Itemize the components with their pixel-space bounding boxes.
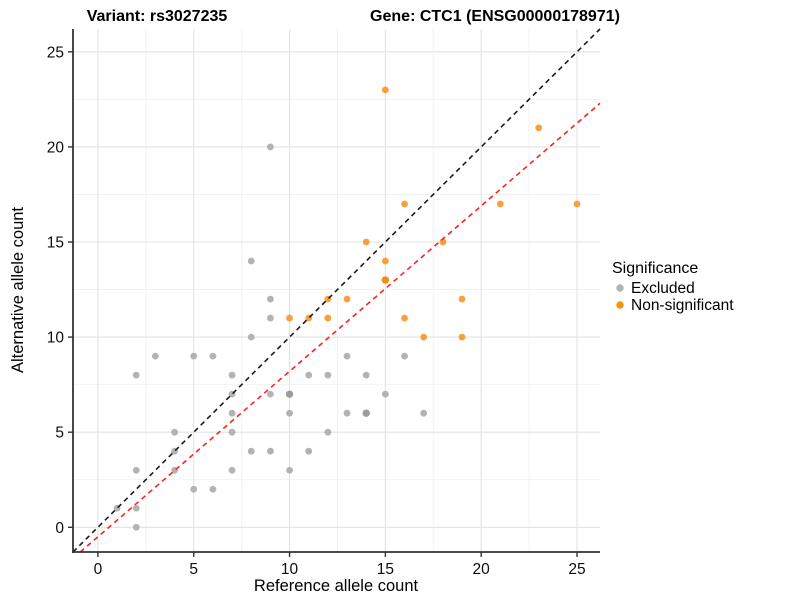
data-point xyxy=(209,352,217,360)
axes xyxy=(72,29,600,553)
data-point xyxy=(132,371,140,379)
data-point xyxy=(286,409,293,417)
data-point xyxy=(228,466,236,474)
legend-key-nonsignificant-icon xyxy=(616,301,624,309)
data-point xyxy=(324,428,332,436)
data-point xyxy=(343,295,351,303)
x-tick-label: 20 xyxy=(473,561,491,578)
y-tick-label: 20 xyxy=(47,139,65,156)
data-point xyxy=(324,371,332,379)
y-tick-label: 15 xyxy=(47,235,64,252)
data-point xyxy=(496,200,504,208)
data-point xyxy=(401,200,408,208)
data-point xyxy=(458,295,466,303)
data-point xyxy=(190,352,198,360)
data-point xyxy=(266,447,274,455)
plot-title-gene: Gene: CTC1 (ENSG00000178971) xyxy=(370,8,620,25)
legend-key-excluded-icon xyxy=(616,284,624,292)
data-point xyxy=(343,352,351,360)
x-tick-label: 0 xyxy=(94,561,103,578)
fit-line xyxy=(79,102,601,553)
data-point xyxy=(132,466,140,474)
data-point xyxy=(401,352,408,360)
data-point xyxy=(420,409,428,417)
plot-title-variant: Variant: rs3027235 xyxy=(87,8,228,25)
data-point xyxy=(458,333,466,341)
data-point xyxy=(286,466,293,474)
data-point xyxy=(343,409,351,417)
data-point xyxy=(401,314,408,322)
x-tick-label: 5 xyxy=(189,561,198,578)
data-point xyxy=(535,124,543,132)
data-point-overlap xyxy=(285,390,294,398)
data-point xyxy=(381,257,389,265)
x-tick-label: 15 xyxy=(377,561,394,578)
data-point xyxy=(171,428,178,436)
legend-label-nonsignificant: Non-significant xyxy=(631,297,734,314)
data-point xyxy=(247,447,255,455)
y-tick-label: 10 xyxy=(47,330,65,347)
gridlines xyxy=(73,29,600,552)
data-point-overlap xyxy=(362,409,370,417)
tick-labels: 0 5 10 15 20 25 0 5 10 15 20 25 xyxy=(47,44,586,578)
data-point xyxy=(305,447,313,455)
data-point xyxy=(266,390,274,398)
data-point xyxy=(362,371,370,379)
x-tick-label: 25 xyxy=(568,561,585,578)
data-point xyxy=(152,352,159,360)
data-point xyxy=(209,485,217,493)
data-point xyxy=(381,86,389,94)
data-point xyxy=(266,295,274,303)
legend-title: Significance xyxy=(612,260,698,277)
data-point xyxy=(286,314,293,322)
data-point xyxy=(228,409,236,417)
data-point xyxy=(305,371,313,379)
data-point xyxy=(247,257,255,265)
y-tick-label: 0 xyxy=(55,520,64,537)
data-point xyxy=(420,333,428,341)
data-point xyxy=(573,200,581,208)
data-point xyxy=(132,523,140,531)
y-axis-label: Alternative allele count xyxy=(9,207,27,373)
x-axis-label: Reference allele count xyxy=(254,577,419,595)
data-point xyxy=(228,371,236,379)
data-point xyxy=(132,504,140,512)
y-tick-label: 25 xyxy=(47,44,64,61)
data-point xyxy=(190,485,198,493)
data-point xyxy=(266,314,274,322)
data-point xyxy=(381,390,389,398)
reference-lines xyxy=(72,28,601,553)
identity-line xyxy=(72,28,601,553)
x-tick-label: 10 xyxy=(281,561,299,578)
data-point xyxy=(362,238,370,246)
data-point xyxy=(324,314,332,322)
legend: Significance Excluded Non-significant xyxy=(612,260,734,314)
data-point xyxy=(247,333,255,341)
data-points xyxy=(113,86,581,531)
data-point xyxy=(266,143,274,151)
y-tick-label: 5 xyxy=(55,425,64,442)
data-point xyxy=(228,428,236,436)
data-point-overlap xyxy=(381,276,390,284)
data-point xyxy=(439,238,447,246)
legend-label-excluded: Excluded xyxy=(631,280,695,297)
